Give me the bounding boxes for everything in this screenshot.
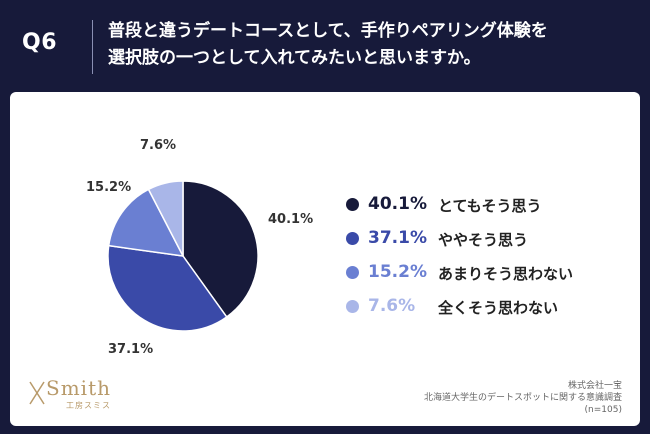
- legend-item: 37.1% ややそう思う: [342, 226, 602, 252]
- legend-swatch: [346, 266, 359, 279]
- legend-swatch: [346, 300, 359, 313]
- slice-37-1: [107, 244, 228, 332]
- legend-label: あまりそう思わない: [438, 265, 574, 283]
- question-number: Q6: [22, 30, 58, 55]
- question-text: 普段と違うデートコースとして、手作りペアリング体験を 選択肢の一つとして入れてみ…: [108, 18, 638, 72]
- slice-label-40-1: 40.1%: [268, 212, 314, 227]
- legend-swatch: [346, 232, 359, 245]
- question-line-2: 選択肢の一つとして入れてみたいと思いますか。: [108, 48, 481, 68]
- slice-label-7-6: 7.6%: [140, 138, 177, 153]
- legend-item: 7.6% 全くそう思わない: [342, 294, 602, 320]
- legend-label: 全くそう思わない: [438, 299, 559, 317]
- logo-text: Smith: [46, 376, 111, 400]
- legend-percent: 15.2%: [368, 262, 427, 282]
- slice-label-15-2: 15.2%: [86, 180, 132, 195]
- slice-40-1: [182, 180, 259, 318]
- legend-label: ややそう思う: [438, 231, 529, 249]
- question-header: Q6 普段と違うデートコースとして、手作りペアリング体験を 選択肢の一つとして入…: [0, 0, 650, 92]
- logo-subtext: 工房スミス: [66, 401, 111, 410]
- question-line-1: 普段と違うデートコースとして、手作りペアリング体験を: [108, 21, 548, 41]
- header-divider: [92, 20, 93, 74]
- legend-label: とてもそう思う: [438, 197, 542, 215]
- legend-item: 40.1% とてもそう思う: [342, 192, 602, 218]
- source-company: 株式会社一宝: [567, 381, 622, 391]
- source-sample-size: (n=105): [584, 405, 622, 415]
- slice-label-37-1: 37.1%: [108, 342, 154, 357]
- legend-percent: 40.1%: [368, 194, 427, 214]
- brand-logo: Smith 工房スミス: [28, 376, 138, 416]
- slice-7-6: [147, 180, 184, 257]
- source-note: 株式会社一宝 北海道大学生のデートスポットに関する意識調査 (n=105): [424, 380, 622, 416]
- legend-percent: 37.1%: [368, 228, 427, 248]
- legend-percent: 7.6%: [368, 296, 416, 316]
- legend-item: 15.2% あまりそう思わない: [342, 260, 602, 286]
- source-survey: 北海道大学生のデートスポットに関する意識調査: [423, 393, 622, 403]
- slice-15-2: [107, 188, 185, 257]
- ring-icon: [29, 381, 45, 405]
- legend-swatch: [346, 198, 359, 211]
